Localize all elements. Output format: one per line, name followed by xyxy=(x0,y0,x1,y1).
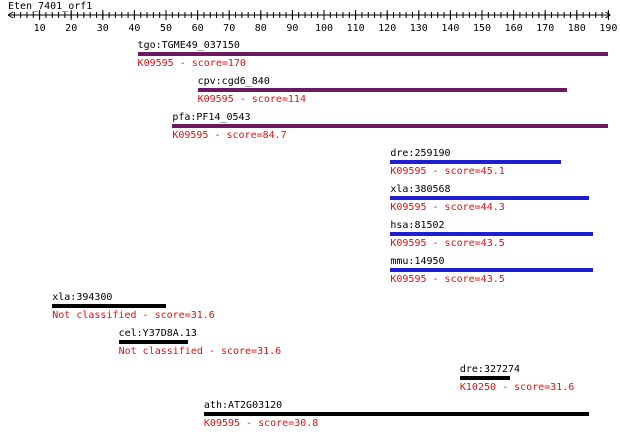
hit-score-link[interactable]: K09595 - score=43.5 xyxy=(390,238,505,249)
ruler-tick-label: 130 xyxy=(410,23,428,34)
hit-alignment-bar[interactable] xyxy=(390,232,593,236)
ruler-tick-label: 150 xyxy=(473,23,491,34)
hit-gene-link[interactable]: xla:380568 xyxy=(390,184,451,195)
query-title: Eten_7401_orf1 xyxy=(8,1,93,12)
ruler-tick-label: 110 xyxy=(347,23,365,34)
ruler-tick-label: 170 xyxy=(536,23,554,34)
hit-gene-link[interactable]: cpv:cgd6_840 xyxy=(197,76,270,87)
ruler-tick-label: 70 xyxy=(223,23,235,34)
ruler-tick-label: 120 xyxy=(378,23,396,34)
ruler-tick-label: 190 xyxy=(599,23,617,34)
ruler-tick-label: 180 xyxy=(568,23,586,34)
ruler-start-arrow xyxy=(7,11,14,19)
ruler-tick-label: 50 xyxy=(160,23,172,34)
hit-score-link[interactable]: K09595 - score=44.3 xyxy=(390,202,505,213)
hit-alignment-bar[interactable] xyxy=(118,340,189,344)
hit-score-link[interactable]: K10250 - score=31.6 xyxy=(459,382,575,393)
ruler-tick-label: 90 xyxy=(286,23,298,34)
ruler-tick-label: 160 xyxy=(505,23,523,34)
ruler-tick-label: 40 xyxy=(128,23,140,34)
hit-gene-link[interactable]: xla:394300 xyxy=(52,292,113,303)
hit-alignment-bar[interactable] xyxy=(459,376,511,380)
hit-gene-link[interactable]: dre:327274 xyxy=(459,364,521,375)
hit-alignment-bar[interactable] xyxy=(390,268,593,272)
hit-score-link[interactable]: K09595 - score=84.7 xyxy=(172,130,287,141)
hit-gene-link[interactable]: ath:AT2G03120 xyxy=(203,400,283,411)
hit-score-link[interactable]: K09595 - score=114 xyxy=(197,94,306,105)
hit-gene-link[interactable]: pfa:PF14_0543 xyxy=(172,112,251,123)
hit-score-link[interactable]: Not classified - score=31.6 xyxy=(118,346,282,357)
hit-gene-link[interactable]: dre:259190 xyxy=(390,148,451,159)
hit-gene-link[interactable]: hsa:81502 xyxy=(390,220,445,231)
hit-alignment-bar[interactable] xyxy=(203,412,590,416)
hit-alignment-bar[interactable] xyxy=(52,304,166,308)
hit-gene-link[interactable]: cel:Y37D8A.13 xyxy=(118,328,197,339)
hit-alignment-bar[interactable] xyxy=(137,52,609,56)
hit-gene-link[interactable]: mmu:14950 xyxy=(390,256,445,267)
hit-alignment-bar[interactable] xyxy=(172,124,609,128)
ruler-tick-label: 10 xyxy=(34,23,46,34)
hit-alignment-bar[interactable] xyxy=(390,196,590,200)
ruler-tick-label: 80 xyxy=(255,23,267,34)
hit-alignment-bar[interactable] xyxy=(197,88,568,92)
hit-score-link[interactable]: K09595 - score=43.5 xyxy=(390,274,505,285)
hit-gene-link[interactable]: tgo:TGME49_037150 xyxy=(137,40,240,51)
ruler-tick-label: 140 xyxy=(441,23,459,34)
hit-alignment-bar[interactable] xyxy=(390,160,561,164)
sequence-ruler: 10 20 30 40 50 60 70 80 90 100 110 120 130 140 150 160 1… xyxy=(7,10,617,34)
hit-score-link[interactable]: K09595 - score=170 xyxy=(137,58,246,69)
ruler-tick-label: 30 xyxy=(97,23,109,34)
hit-score-link[interactable]: Not classified - score=31.6 xyxy=(52,310,215,321)
ruler-tick-label: 60 xyxy=(192,23,204,34)
ruler-tick-label: 100 xyxy=(315,23,333,34)
hit-score-link[interactable]: K09595 - score=30.8 xyxy=(203,418,319,429)
ruler-tick-label: 20 xyxy=(65,23,77,34)
hit-score-link[interactable]: K09595 - score=45.1 xyxy=(390,166,505,177)
